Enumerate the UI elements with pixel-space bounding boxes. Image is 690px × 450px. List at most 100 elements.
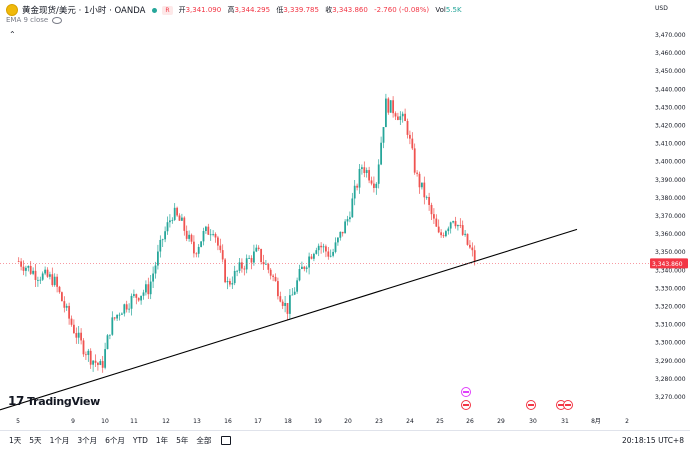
chevron-up-icon[interactable]: ⌃ xyxy=(9,30,16,39)
economic-events xyxy=(461,387,573,410)
candle-body xyxy=(166,222,169,232)
price-tick-label: 3,380.000 xyxy=(655,195,686,202)
trendline[interactable] xyxy=(0,228,578,411)
candle-body xyxy=(385,98,387,128)
timeframe-5d[interactable]: 5天 xyxy=(29,436,42,445)
candle-body xyxy=(121,313,123,315)
candle-body xyxy=(401,113,404,117)
candle-body xyxy=(51,274,54,286)
price-tick-label: 3,470.000 xyxy=(655,32,686,39)
candle-body xyxy=(221,250,224,260)
candle-body xyxy=(433,214,435,219)
candle-body xyxy=(37,279,39,281)
time-axis: 5 9 10 11 12 13 16 17 18 19 20 23 24 25 26 29 30 31 8月 2 xyxy=(16,418,629,425)
event-flag-stripe xyxy=(463,391,469,393)
timeframe-3m[interactable]: 3个月 xyxy=(77,436,98,445)
timeframe-5y[interactable]: 5年 xyxy=(176,436,189,445)
timeframe-6m[interactable]: 6个月 xyxy=(105,436,125,445)
currency-label[interactable]: USD xyxy=(655,5,668,12)
ema-indicator[interactable]: EMA 9 close xyxy=(6,16,63,24)
candle-body xyxy=(195,253,198,255)
candle-body xyxy=(291,294,294,296)
candle-body xyxy=(370,180,373,184)
candle-body xyxy=(22,266,25,271)
symbol-title[interactable]: 黄金现货/美元 · 1小时 · OANDA xyxy=(22,6,146,16)
timeframe-1y[interactable]: 1年 xyxy=(155,436,169,445)
candle-body xyxy=(317,245,320,251)
candle-body xyxy=(92,360,95,365)
replay-badge[interactable]: R xyxy=(162,5,173,15)
candle-body xyxy=(82,340,85,355)
candle-body xyxy=(298,269,301,281)
candle-body xyxy=(56,276,59,287)
price-tick-label: 3,370.000 xyxy=(655,213,686,220)
candle-body xyxy=(65,305,68,308)
timeframe-ytd[interactable]: YTD xyxy=(132,436,148,445)
eye-icon[interactable] xyxy=(52,16,63,24)
candle-body xyxy=(130,295,133,309)
candle-body xyxy=(32,270,35,274)
candle-body xyxy=(245,258,248,270)
candle-body xyxy=(97,362,99,365)
tradingview-icon: 17 xyxy=(8,394,25,408)
candle-body xyxy=(159,239,162,252)
candle-body xyxy=(205,226,207,232)
candle-body xyxy=(473,250,476,262)
gold-icon xyxy=(6,4,18,16)
clock[interactable]: 20:18:15 UTC+8 xyxy=(622,436,684,445)
candle-body xyxy=(212,234,215,235)
timeframe-1d[interactable]: 1天 xyxy=(9,436,22,445)
candle-body xyxy=(435,218,438,227)
time-tick-label: 20 xyxy=(344,418,352,425)
candle-body xyxy=(399,116,402,120)
time-tick-label: 23 xyxy=(375,418,383,425)
candle-body xyxy=(39,279,42,281)
time-tick-label: 9 xyxy=(71,418,75,425)
candle-body xyxy=(142,292,145,296)
candle-body xyxy=(425,196,428,198)
candle-body xyxy=(243,268,246,270)
candle-body xyxy=(267,263,270,270)
price-axis: 3,470.000 3,460.000 3,450.000 3,440.000 3,43… xyxy=(655,32,686,401)
candlestick-chart[interactable]: 3,470.000 3,460.000 3,450.000 3,440.000 3,43… xyxy=(0,0,690,430)
candle-body xyxy=(284,303,287,306)
price-tick-label: 3,450.000 xyxy=(655,68,686,75)
candle-body xyxy=(286,303,289,314)
candle-body xyxy=(464,233,467,235)
last-price-label: 3,343.860 xyxy=(652,261,683,268)
last-price-marker: 3,343.860 xyxy=(0,258,688,269)
candle-body xyxy=(77,332,80,338)
candle-body xyxy=(190,234,193,242)
candle-body xyxy=(296,280,299,292)
candle-body xyxy=(361,167,363,169)
candle-body xyxy=(27,265,30,268)
candle-body xyxy=(329,255,332,257)
candle-body xyxy=(178,215,181,221)
price-tick-label: 3,350.000 xyxy=(655,249,686,256)
candle-body xyxy=(63,301,66,308)
candle-body xyxy=(94,360,97,363)
candle-body xyxy=(214,234,217,238)
price-tick-label: 3,320.000 xyxy=(655,304,686,311)
candle-body xyxy=(250,257,253,263)
candle-body xyxy=(437,226,440,233)
candle-body xyxy=(99,361,102,365)
timeframe-1m[interactable]: 1个月 xyxy=(49,436,70,445)
candle-body xyxy=(44,269,47,274)
timeframe-all[interactable]: 全部 xyxy=(196,436,212,445)
candle-body xyxy=(325,246,327,252)
candle-body xyxy=(188,234,191,239)
candle-body xyxy=(303,266,306,269)
candle-body xyxy=(233,270,236,284)
candle-body xyxy=(368,170,371,181)
price-tick-label: 3,310.000 xyxy=(655,322,686,329)
time-tick-label: 25 xyxy=(436,418,444,425)
candle-body xyxy=(253,251,255,263)
candle-body xyxy=(140,295,143,301)
candle-body xyxy=(25,267,27,271)
calendar-icon[interactable] xyxy=(221,436,232,445)
candle-body xyxy=(346,219,349,222)
candle-body xyxy=(322,246,325,248)
price-tick-label: 3,340.000 xyxy=(655,267,686,274)
candle-body xyxy=(185,230,188,239)
